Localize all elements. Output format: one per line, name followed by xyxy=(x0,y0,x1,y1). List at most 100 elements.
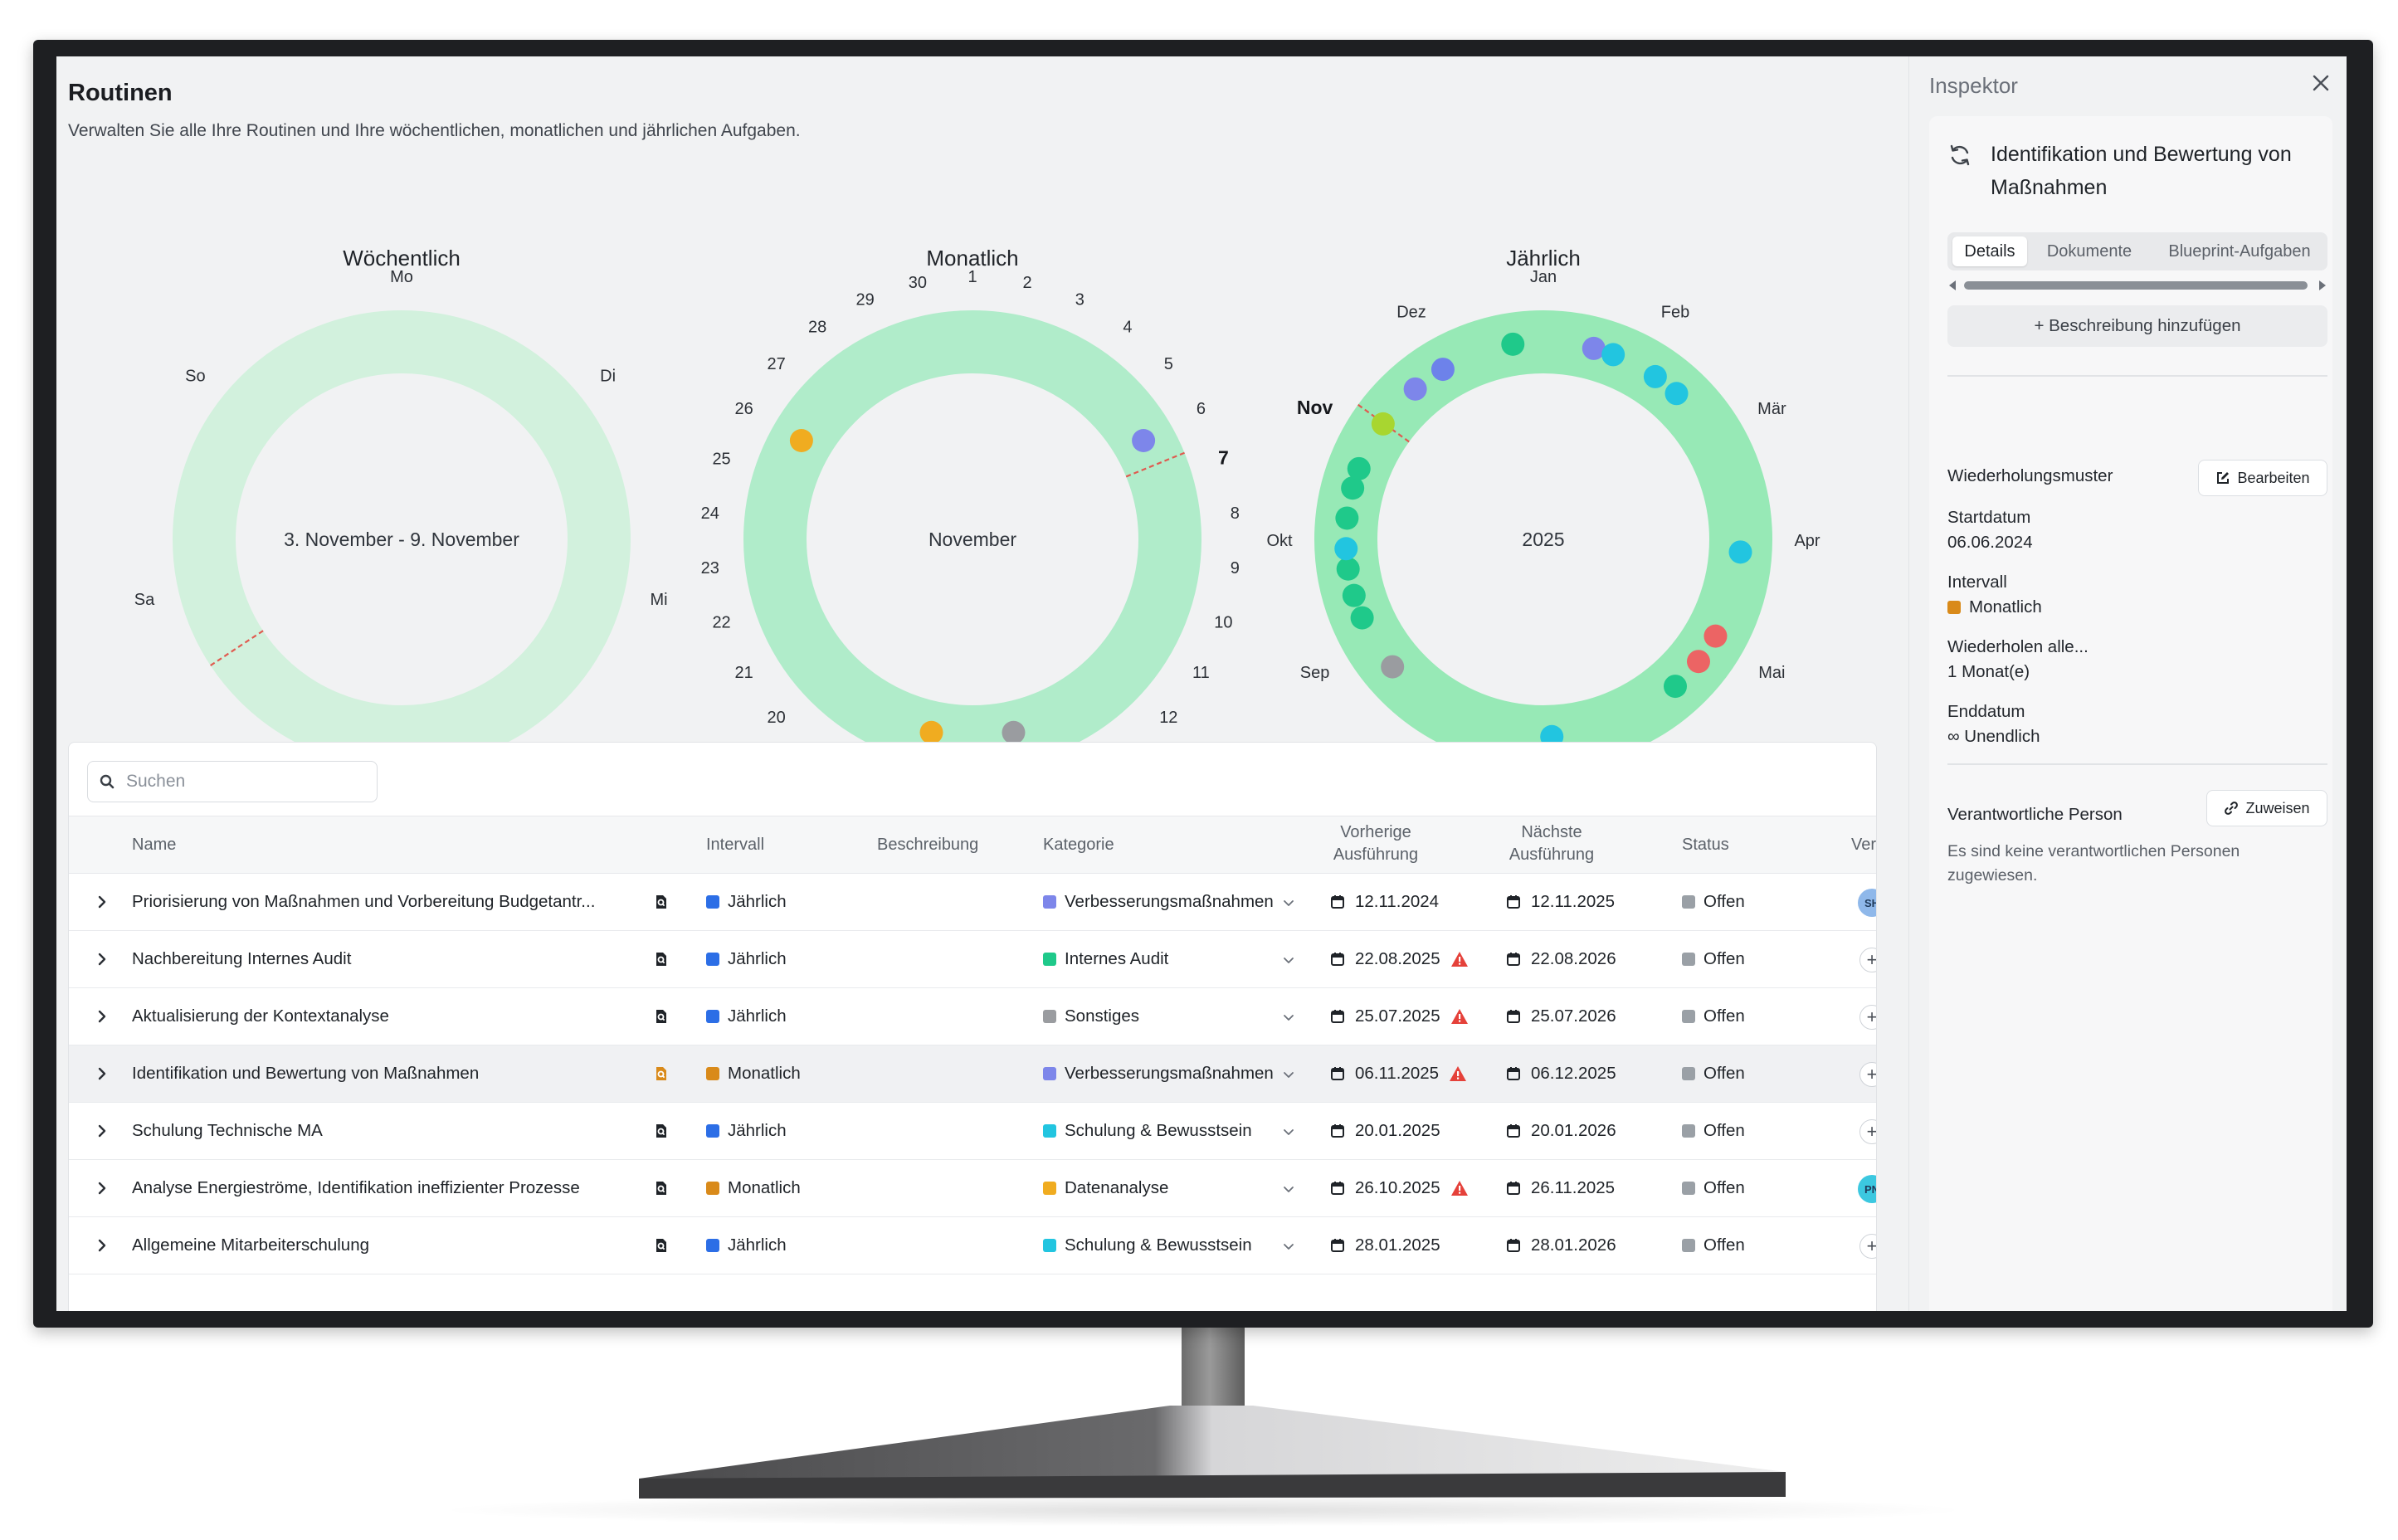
table-row[interactable]: Analyse Energieströme, Identifikation in… xyxy=(69,1160,1876,1217)
chevron-right-icon[interactable] xyxy=(94,1180,110,1196)
routine-dot[interactable] xyxy=(1341,476,1365,500)
row-next-date: 25.07.2026 xyxy=(1531,1006,1616,1026)
table-row[interactable]: Identifikation und Bewertung von Maßnahm… xyxy=(69,1045,1876,1103)
column-interval[interactable]: Intervall xyxy=(706,836,765,854)
row-category-text: Verbesserungsmaßnahmen xyxy=(1065,892,1274,911)
row-category[interactable]: Schulung & Bewusstsein xyxy=(1043,1103,1297,1159)
column-name[interactable]: Name xyxy=(132,836,177,854)
column-next-execution[interactable]: Nächste Ausführung xyxy=(1489,821,1614,866)
routine-dot[interactable] xyxy=(1582,336,1606,360)
chevron-right-icon[interactable] xyxy=(94,1008,110,1025)
avatar[interactable]: PN xyxy=(1858,1175,1876,1203)
document-icon[interactable] xyxy=(653,1103,670,1159)
routine-dot[interactable] xyxy=(1335,506,1359,530)
routine-dot[interactable] xyxy=(1132,429,1156,452)
chevron-down-icon[interactable] xyxy=(1282,1182,1295,1196)
routine-dot[interactable] xyxy=(1347,456,1371,480)
add-assignee-button[interactable]: + xyxy=(1859,1005,1876,1030)
routine-dot[interactable] xyxy=(1342,583,1366,607)
document-icon[interactable] xyxy=(653,1160,670,1216)
add-assignee-button[interactable]: + xyxy=(1859,948,1876,972)
table-row[interactable]: Aktualisierung der Kontextanalyse Jährlic… xyxy=(69,988,1876,1045)
column-previous-execution[interactable]: Vorherige Ausführung xyxy=(1314,821,1438,866)
routine-dot[interactable] xyxy=(1431,358,1455,382)
document-icon[interactable] xyxy=(653,874,670,930)
avatar[interactable]: SH xyxy=(1858,889,1876,917)
tab-blueprint-tasks[interactable]: Blueprint-Aufgaben xyxy=(2168,241,2311,261)
column-next-line2: Ausführung xyxy=(1508,846,1595,864)
row-category[interactable]: Verbesserungsmaßnahmen xyxy=(1043,874,1297,930)
routine-dot[interactable] xyxy=(1403,377,1427,401)
routine-dot[interactable] xyxy=(789,429,813,452)
document-icon[interactable] xyxy=(653,1217,670,1274)
table-row[interactable]: Priorisierung von Maßnahmen und Vorberei… xyxy=(69,874,1876,931)
row-category[interactable]: Internes Audit xyxy=(1043,931,1297,987)
table-header: Name Intervall Beschreibung Kategorie Vo… xyxy=(69,816,1877,874)
calendar-tick-label: Apr xyxy=(1794,532,1820,550)
row-category[interactable]: Datenanalyse xyxy=(1043,1160,1297,1216)
chevron-down-icon[interactable] xyxy=(1282,896,1295,909)
calendar-tick-label: 9 xyxy=(1231,559,1240,578)
column-description[interactable]: Beschreibung xyxy=(877,836,979,854)
routine-dot[interactable] xyxy=(1002,720,1026,744)
close-icon[interactable] xyxy=(2309,71,2332,95)
row-next-execution: 26.11.2025 xyxy=(1506,1160,1615,1216)
edit-button[interactable]: Bearbeiten xyxy=(2198,460,2327,496)
table-row[interactable]: Nachbereitung Internes Audit Jährlich Inte… xyxy=(69,931,1876,988)
calendar-ring xyxy=(173,310,631,768)
edit-icon xyxy=(2217,472,2230,484)
table-row[interactable]: Allgemeine Mitarbeiterschulung Jährlich Sc… xyxy=(69,1217,1876,1274)
row-category[interactable]: Sonstiges xyxy=(1043,988,1297,1045)
routine-dot[interactable] xyxy=(1334,537,1358,561)
document-icon[interactable] xyxy=(653,931,670,987)
routine-dot[interactable] xyxy=(1336,557,1360,581)
row-category[interactable]: Schulung & Bewusstsein xyxy=(1043,1217,1297,1274)
search-box[interactable] xyxy=(87,761,378,802)
interval-value-text: Monatlich xyxy=(1969,597,2042,616)
add-assignee-button[interactable]: + xyxy=(1859,1062,1876,1087)
routine-dot[interactable] xyxy=(1663,675,1687,699)
calendar-tick-label: Mi xyxy=(650,591,667,609)
column-status[interactable]: Status xyxy=(1682,836,1729,854)
tab-documents[interactable]: Dokumente xyxy=(2046,241,2132,261)
routine-dot[interactable] xyxy=(1664,382,1689,406)
document-icon[interactable] xyxy=(653,988,670,1045)
document-icon[interactable] xyxy=(653,1045,670,1102)
calendar-tick-label: 26 xyxy=(734,400,753,418)
add-assignee-button[interactable]: + xyxy=(1859,1119,1876,1144)
table-row[interactable]: Schulung Technische MA Jährlich Schulung &… xyxy=(69,1103,1876,1160)
routine-dot[interactable] xyxy=(1350,606,1374,630)
calendar-icon xyxy=(1507,1239,1520,1252)
chevron-right-icon[interactable] xyxy=(94,894,110,910)
column-responsible[interactable]: Ver xyxy=(1851,836,1877,854)
column-category[interactable]: Kategorie xyxy=(1043,836,1114,854)
add-assignee-button[interactable]: + xyxy=(1859,1234,1876,1259)
routine-dot[interactable] xyxy=(1381,655,1405,679)
row-interval: Jährlich xyxy=(706,1217,787,1274)
chevron-down-icon[interactable] xyxy=(1282,953,1295,967)
chevron-down-icon[interactable] xyxy=(1282,1240,1295,1253)
routine-dot[interactable] xyxy=(919,720,943,744)
add-description-button[interactable]: + Beschreibung hinzufügen xyxy=(1947,305,2327,347)
tab-details[interactable]: Details xyxy=(1952,236,2027,266)
calendar-weekly: Wöchentlich 3. November - 9. November Mo Di… xyxy=(134,246,668,787)
assign-button[interactable]: Zuweisen xyxy=(2206,790,2327,826)
search-input[interactable] xyxy=(126,772,358,792)
chevron-right-icon[interactable] xyxy=(94,951,110,967)
routine-dot[interactable] xyxy=(1643,364,1667,388)
routine-dot[interactable] xyxy=(1601,343,1625,367)
row-category[interactable]: Verbesserungsmaßnahmen xyxy=(1043,1045,1297,1102)
routine-dot[interactable] xyxy=(1371,412,1395,436)
chevron-down-icon[interactable] xyxy=(1282,1068,1295,1081)
routine-dot[interactable] xyxy=(1686,650,1710,674)
start-date-label: Startdatum xyxy=(1947,508,2031,527)
tabs-scrollbar[interactable] xyxy=(1947,277,2327,294)
chevron-right-icon[interactable] xyxy=(94,1237,110,1254)
chevron-right-icon[interactable] xyxy=(94,1123,110,1139)
chevron-down-icon[interactable] xyxy=(1282,1011,1295,1024)
chevron-down-icon[interactable] xyxy=(1282,1125,1295,1138)
routine-dot[interactable] xyxy=(1728,540,1752,564)
chevron-right-icon[interactable] xyxy=(94,1065,110,1082)
routine-dot[interactable] xyxy=(1501,332,1525,356)
routine-dot[interactable] xyxy=(1703,624,1728,648)
